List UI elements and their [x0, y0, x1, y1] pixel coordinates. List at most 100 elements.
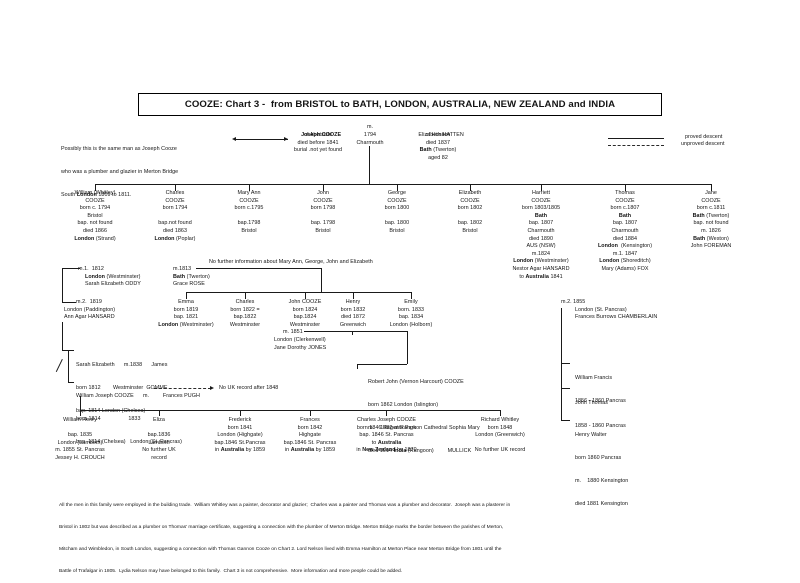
person-place: Bath — [534, 212, 548, 219]
gen2-drop-7 — [541, 184, 542, 191]
person-place: London (Westminster) — [158, 321, 214, 328]
person-detail: Bristol — [315, 227, 331, 234]
charles-marriage-line — [196, 268, 321, 269]
person-name: Eliza — [153, 417, 165, 423]
wj-no-record-note: No UK record after 1848 — [219, 385, 279, 391]
note-link-line — [236, 139, 288, 140]
root-wife-detail-4: aged 82 — [428, 154, 448, 161]
person-marriage-place: London (Shoreditch) — [599, 258, 651, 265]
gen2-drop-9 — [711, 184, 712, 191]
charles-m-place: Bath (Twerton) — [173, 273, 210, 280]
person-detail — [137, 213, 213, 221]
robert-john-line4: died 1914 India (Rangoon) MULLICK — [368, 447, 472, 454]
gen2-drop-8 — [625, 184, 626, 191]
legend-proved-line — [608, 138, 664, 139]
person-name-line2: COOZE — [460, 197, 480, 204]
person-mary-ann: Mary Ann COOZE born c.1795 bap.1798 Bris… — [211, 190, 287, 236]
person-harriett: Harriett COOZE born 1803/1805 Bath bap. … — [503, 190, 579, 281]
charles-descent-line — [321, 268, 322, 292]
person-detail: born c.1807 — [610, 205, 640, 212]
gen4-drop-6 — [500, 410, 501, 416]
person-name-line1: Elizabeth — [458, 190, 482, 196]
person-name-line1: Thomas — [615, 190, 635, 196]
gen4-drop-3 — [240, 410, 241, 416]
william-m1-spouse: Sarah Elizabeth ODDY — [85, 281, 141, 287]
person-detail: born c. 1794 — [79, 205, 111, 212]
person-detail: bap. 1802 — [457, 220, 483, 227]
person-henry-walter: Henry Walter born 1860 Pancras m. 1880 K… — [575, 417, 628, 523]
thomas-m2-spouse: Frances Burrows CHAMBERLAIN — [575, 314, 658, 320]
person-detail: m.1824 — [531, 250, 551, 257]
gen4-drop-1 — [80, 410, 81, 416]
charles-m-label: m.1813 — [173, 266, 192, 272]
person-name-line2: COOZE — [387, 197, 407, 204]
person-detail: died 1863 — [162, 227, 188, 234]
person-spacer — [44, 425, 116, 433]
person-william-whitley: William (Whitley) COOZE born c. 1794 Bri… — [57, 190, 133, 243]
wj-unproved-line — [154, 388, 211, 389]
person-name: Frances — [300, 417, 320, 423]
person-detail — [432, 213, 508, 221]
robert-john-descent-line — [407, 331, 408, 364]
person-emigration: to Australia 1841 — [519, 273, 563, 280]
footnote-line3: Mitcham and Wimbledon, in South London, … — [59, 547, 502, 553]
footnote-line1: All the men in this family were employed… — [59, 502, 511, 508]
william-diagonal-line — [55, 358, 78, 380]
person-name-line2: COOZE — [615, 197, 635, 204]
gen2-drop-2 — [175, 184, 176, 191]
person-detail: died 1872 — [340, 314, 366, 321]
person-name-line2: COOZE — [531, 197, 551, 204]
person-name-line1: William (Whitley) — [74, 190, 116, 196]
thomas-child-tick-2 — [561, 388, 570, 389]
person-detail: 1856 - 1860 Pancras — [575, 397, 626, 404]
person-name-line1: Jane — [705, 190, 717, 196]
person-place: London (Poplar) — [154, 235, 196, 242]
gen4-sibling-bar — [80, 410, 500, 411]
william-m2-spouse: Ann Agar HANSARD — [64, 314, 115, 320]
person-frances: Frances born 1842 Highgate bap.1846 St. … — [274, 417, 346, 455]
gen4-drop-4 — [310, 410, 311, 416]
person-charles-joseph: Charles Joseph COOZE born 1846 Regents P… — [339, 417, 434, 455]
robert-john-connector — [357, 364, 407, 365]
person-detail: bap. 1846 St. Pancras — [359, 432, 414, 439]
charles-m-spouse: Grace ROSE — [173, 281, 205, 287]
person-detail: No further UK record — [474, 447, 526, 454]
person-detail: Lambeth — [148, 439, 170, 446]
person-detail: born c.1795 — [234, 205, 264, 212]
robert-john-drop — [357, 364, 358, 369]
person-detail: bap.1836 — [147, 432, 171, 439]
person-william-henry: William Henry bap. 1835 London (Lambeth)… — [44, 417, 116, 463]
john-cooze-m-tick — [352, 331, 353, 335]
thomas-m2-label: m.2. 1855 — [561, 299, 586, 305]
person-detail: born 1841 — [227, 424, 253, 431]
person-detail: London (Greenwich) — [475, 432, 525, 439]
person-name: John COOZE — [288, 299, 322, 305]
person-name-line1: Mary Ann — [237, 190, 261, 196]
person-detail: bap.not found — [158, 220, 192, 227]
person-detail: born 1832 — [340, 306, 366, 313]
person-detail: bap.1798 — [237, 220, 261, 227]
person-name: Frederick — [228, 417, 252, 423]
person-detail: No further UK — [142, 447, 176, 454]
william-descent-line — [62, 322, 63, 350]
thomas-m2-place: London (St. Pancras) — [575, 306, 627, 313]
person-emigration: in Australia by 1859 — [284, 447, 336, 454]
person-detail: bap. 1835 — [67, 432, 93, 439]
person-charles-jr: Charles born 1822 = bap.1822 Westminster — [209, 299, 281, 329]
person-detail: born c.1811 — [696, 205, 726, 212]
john-cooze-m-line — [304, 331, 407, 332]
william-m1-place: London (Westminster) — [85, 273, 141, 280]
person-detail: bap. not found — [77, 220, 113, 227]
sarah-detail-row: born 1812 Westminster GOMME — [76, 384, 168, 391]
person-detail: born 1848 — [487, 424, 513, 431]
person-detail: bap. 1800 — [384, 220, 410, 227]
person-detail: died 1890 — [528, 235, 554, 242]
charles-child-drop-1 — [186, 292, 187, 299]
person-detail: Charmouth — [611, 227, 639, 234]
person-detail: born 1842 — [297, 424, 323, 431]
william-children-bar — [68, 350, 69, 382]
william-m1-label: m.1. 1812 — [78, 266, 104, 272]
root-wife-detail-3: Bath (Twerton) — [419, 147, 457, 153]
page-title: COOZE: Chart 3 - from BRISTOL to BATH, L… — [184, 99, 616, 110]
